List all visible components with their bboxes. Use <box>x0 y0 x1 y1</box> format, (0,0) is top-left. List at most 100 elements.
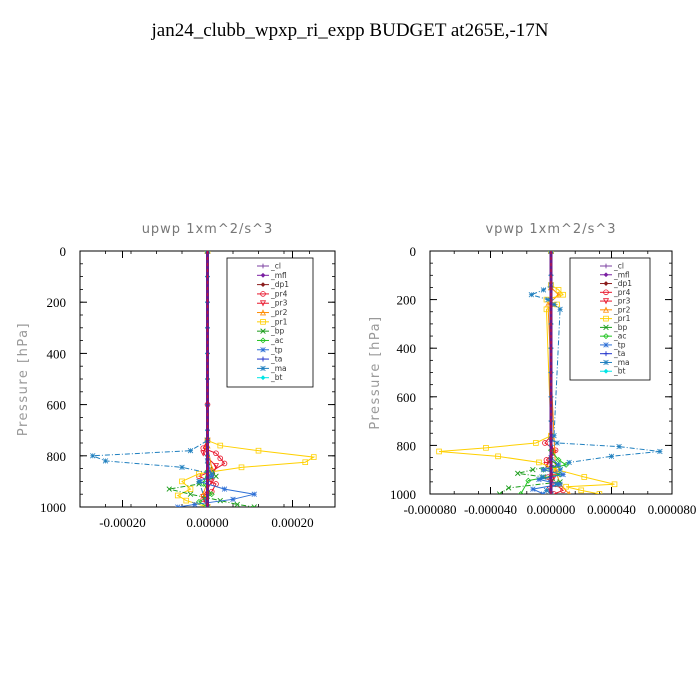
data-point <box>179 464 185 471</box>
legend-item: _tp <box>600 340 626 349</box>
data-point <box>166 486 172 492</box>
y-tick-label: 600 <box>47 398 67 413</box>
x-tick-label: 0.000080 <box>648 502 697 517</box>
data-point <box>533 440 539 446</box>
y-tick-label: 1000 <box>390 487 416 502</box>
legend-marker <box>260 328 266 334</box>
legend-label: _pr3 <box>270 299 288 308</box>
legend-label: _mfl <box>613 270 630 279</box>
legend-item: _pr3 <box>600 297 631 306</box>
data-point <box>90 453 96 459</box>
data-point <box>217 455 224 462</box>
y-tick-label: 800 <box>47 449 67 464</box>
legend-label: _cl <box>270 262 281 271</box>
data-point <box>543 487 550 494</box>
legend-marker <box>603 368 609 374</box>
legend-item: _pr1 <box>600 314 631 323</box>
data-point <box>555 291 562 298</box>
x-tick-label: -0.00020 <box>99 515 146 530</box>
data-point <box>540 491 547 494</box>
data-point <box>554 481 560 487</box>
data-point <box>238 464 245 471</box>
data-point <box>208 465 215 472</box>
data-point <box>551 301 557 308</box>
legend: _cl_mfl_dp1_pr4_pr3_pr2_pr1_bp_ac_tp_ta_… <box>569 257 651 381</box>
data-point <box>495 453 501 460</box>
data-point <box>551 432 557 439</box>
data-point <box>102 458 109 464</box>
data-point <box>196 478 202 485</box>
data-point <box>192 501 198 507</box>
legend-label: _ta <box>270 355 282 364</box>
x-tick-label: 0.000000 <box>527 502 576 517</box>
legend-label: _tp <box>270 345 283 354</box>
legend-label: _bt <box>613 367 626 376</box>
legend-label: _dp1 <box>613 279 632 288</box>
legend-item: _ac <box>600 332 626 341</box>
chart-title: vpwp 1xm^2/s^3 <box>485 222 616 237</box>
data-point <box>187 486 194 492</box>
legend-item: _pr2 <box>600 305 631 314</box>
legend-label: _ac <box>270 336 283 345</box>
legend-marker <box>603 359 609 366</box>
legend-label: _bp <box>270 327 285 336</box>
data-point <box>213 450 219 457</box>
legend-marker <box>260 319 266 325</box>
data-point <box>515 470 521 477</box>
legend-item: _pr3 <box>257 299 288 308</box>
data-point <box>483 445 489 451</box>
data-point <box>209 473 215 479</box>
legend-label: _tp <box>613 340 626 349</box>
data-point <box>221 486 228 492</box>
legend-label: _pr4 <box>270 289 288 298</box>
legend-marker <box>603 289 609 296</box>
data-point <box>539 474 545 480</box>
y-tick-label: 400 <box>397 341 417 356</box>
y-tick-label: 0 <box>410 244 417 259</box>
y-tick-label: 1000 <box>40 500 66 515</box>
data-point <box>196 470 202 477</box>
series-line <box>92 251 214 507</box>
legend-marker <box>603 263 609 269</box>
data-point <box>611 481 618 488</box>
legend-label: _mfl <box>270 271 287 280</box>
data-point <box>551 491 557 494</box>
legend-label: _pr2 <box>613 305 631 314</box>
y-tick-label: 0 <box>60 244 67 259</box>
y-tick-label: 600 <box>397 390 417 405</box>
data-point <box>175 504 181 507</box>
legend-item: _pr2 <box>257 308 288 317</box>
legend-label: _pr3 <box>613 297 631 306</box>
legend-marker <box>603 333 609 340</box>
data-point <box>208 491 215 498</box>
plot-area <box>90 251 317 507</box>
data-point <box>213 473 219 479</box>
data-point <box>217 442 224 449</box>
data-point <box>540 287 547 293</box>
x-tick-label: -0.000040 <box>464 502 517 517</box>
legend-item: _dp1 <box>600 279 632 288</box>
data-point <box>596 491 603 494</box>
legend-marker <box>260 375 266 381</box>
data-point <box>536 459 542 466</box>
legend-item: _ma <box>257 364 287 373</box>
data-point <box>545 296 551 303</box>
legend-item: _ta <box>257 355 282 364</box>
data-point <box>578 487 585 494</box>
data-point <box>616 443 622 450</box>
chart-panel-2: vpwp 1xm^2/s^3 Pressure [hPa] -0.000080 -0.… <box>368 222 696 517</box>
legend-marker <box>260 272 266 278</box>
data-point <box>557 467 563 473</box>
y-tick-label: 800 <box>397 438 417 453</box>
legend: _cl_mfl_dp1_pr4_pr3_pr2_pr1_bp_ac_tp_ta_… <box>226 257 314 388</box>
data-point <box>230 496 236 503</box>
data-point <box>187 491 194 497</box>
data-point <box>179 478 185 485</box>
data-point <box>540 467 547 473</box>
data-point <box>183 497 190 504</box>
series-line <box>439 251 615 494</box>
legend-item: _bp <box>600 323 628 332</box>
legend-item: _mfl <box>257 271 287 280</box>
legend-item: _dp1 <box>257 280 289 289</box>
